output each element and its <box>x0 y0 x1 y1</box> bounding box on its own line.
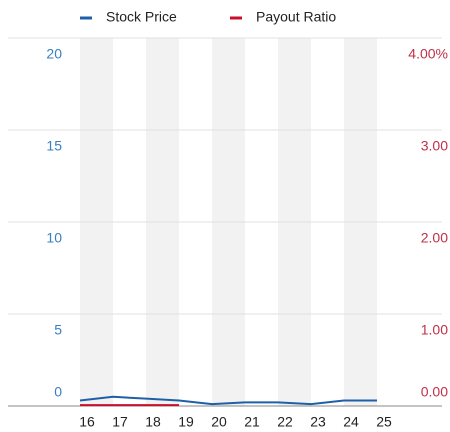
x-tick-label: 21 <box>244 414 260 430</box>
x-tick-label: 22 <box>277 414 293 430</box>
y-tick-label: 0 <box>54 384 62 400</box>
series-line <box>79 395 377 406</box>
x-tick-label: 17 <box>112 414 128 430</box>
y-tick-label: 5 <box>54 322 62 338</box>
x-tick-label: 18 <box>145 414 161 430</box>
x-tick-label: 24 <box>343 414 359 430</box>
x-tick-label: 25 <box>376 414 392 430</box>
legend-label: Payout Ratio <box>256 9 336 25</box>
y2-tick-label: 1.00 <box>421 322 448 338</box>
y2-tick-label: 3.00 <box>421 138 448 154</box>
y-tick-label: 20 <box>46 46 62 62</box>
legend-label: Stock Price <box>106 9 177 25</box>
y-tick-label: 15 <box>46 138 62 154</box>
y2-tick-label: 2.00 <box>421 230 448 246</box>
x-tick-label: 16 <box>79 414 95 430</box>
y-tick-label: 10 <box>46 230 62 246</box>
x-tick-label: 20 <box>211 414 227 430</box>
x-tick-label: 23 <box>310 414 326 430</box>
y2-tick-label: 0.00 <box>421 384 448 400</box>
x-tick-label: 19 <box>178 414 194 430</box>
y2-tick-label: 4.00% <box>408 46 448 62</box>
